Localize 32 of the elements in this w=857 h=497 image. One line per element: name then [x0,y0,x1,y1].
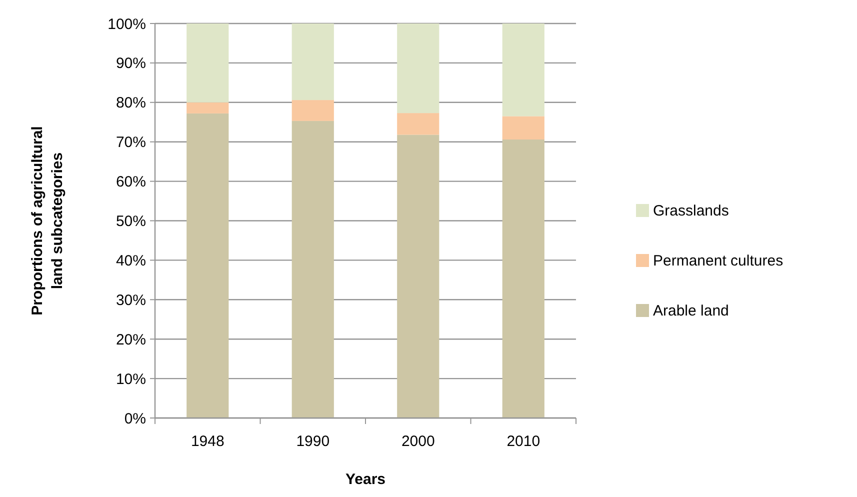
legend-label: Grasslands [653,202,729,220]
x-tick-label: 2010 [506,433,540,450]
bar [186,24,229,102]
legend-label: Arable land [653,302,729,320]
y-tick-label: 90% [116,55,146,72]
y-tick-label: 20% [116,331,146,348]
bar [502,116,544,140]
y-tick-label: 30% [116,292,146,309]
bar [292,24,334,100]
y-axis-title: Proportions of agricultural land subcategories [29,126,66,316]
bar [292,100,334,121]
y-tick-label: 100% [108,16,146,33]
y-tick-label: 0% [124,410,146,428]
bar [397,113,440,135]
y-tick-label: 40% [116,252,146,270]
bar [292,120,334,418]
y-tick-label: 70% [116,134,146,152]
bar [397,134,440,418]
x-axis-title: Years [345,471,386,488]
y-tick-label: 80% [116,94,146,112]
x-tick-label: 1948 [190,433,224,450]
y-tick-label: 10% [116,370,146,388]
bar [502,139,544,418]
legend-label: Permanent cultures [653,252,784,270]
bar [397,24,440,114]
x-tick-label: 2000 [401,433,435,450]
bar [186,102,229,114]
x-tick-label: 1990 [296,433,330,450]
bar [502,24,544,116]
bar [186,113,229,418]
y-tick-label: 60% [116,174,146,191]
y-tick-label: 50% [116,213,146,230]
